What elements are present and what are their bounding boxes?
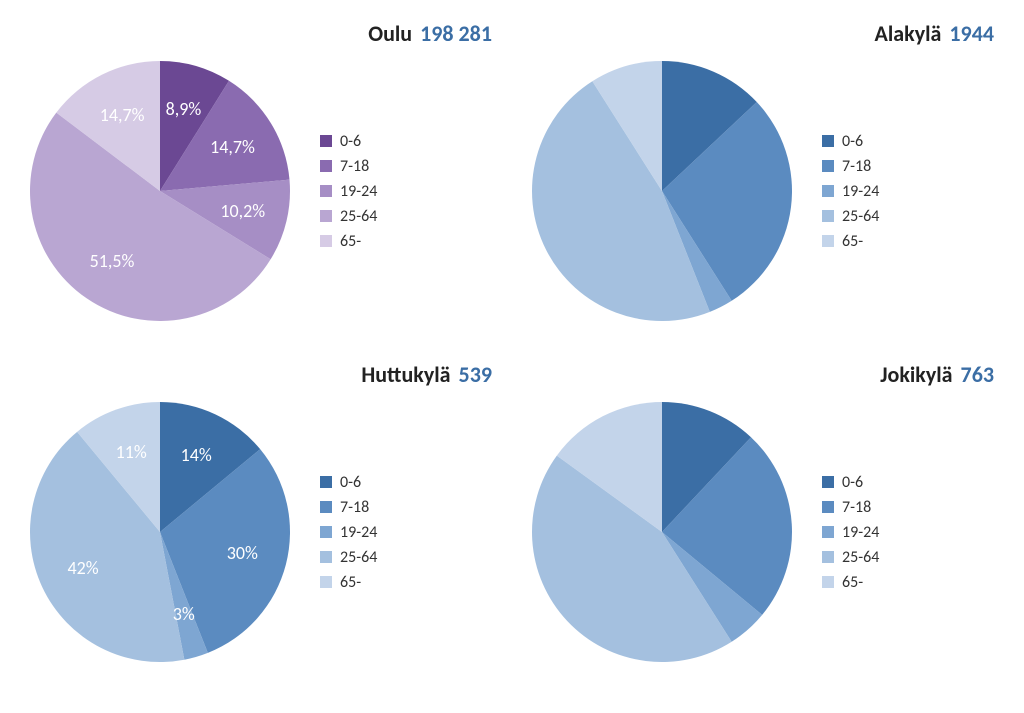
chart-title: Alakylä 1944 xyxy=(522,20,1004,47)
legend-item: 7-18 xyxy=(320,157,377,176)
legend-swatch xyxy=(320,210,332,222)
legend-label: 7-18 xyxy=(340,157,369,176)
legend-swatch xyxy=(822,576,834,588)
legend-item: 7-18 xyxy=(822,157,879,176)
legend-label: 19-24 xyxy=(842,182,879,201)
chart-jokikylä: Jokikylä 763 0-6 7-18 19-24 25-64 65- xyxy=(522,361,1004,672)
legend-item: 65- xyxy=(320,573,377,592)
legend-label: 0-6 xyxy=(340,473,361,492)
legend-swatch xyxy=(822,135,834,147)
pie-chart: 8,9%14,7%10,2%51,5%14,7% xyxy=(20,51,300,331)
legend-label: 0-6 xyxy=(340,132,361,151)
legend-label: 7-18 xyxy=(842,498,871,517)
legend-swatch xyxy=(320,235,332,247)
legend-swatch xyxy=(822,185,834,197)
legend-label: 0-6 xyxy=(842,473,863,492)
legend-item: 19-24 xyxy=(320,523,377,542)
pie-chart xyxy=(522,392,802,672)
chart-oulu: Oulu 198 281 8,9%14,7%10,2%51,5%14,7% 0-6 7-… xyxy=(20,20,502,331)
legend-swatch xyxy=(822,501,834,513)
chart-title-name: Alakylä xyxy=(875,20,942,47)
legend-label: 65- xyxy=(340,232,361,251)
legend-swatch xyxy=(320,526,332,538)
legend-swatch xyxy=(822,210,834,222)
legend-swatch xyxy=(320,185,332,197)
chart-title-name: Oulu xyxy=(368,20,412,47)
legend-swatch xyxy=(320,160,332,172)
legend-swatch xyxy=(822,235,834,247)
legend-label: 19-24 xyxy=(340,182,377,201)
legend-item: 0-6 xyxy=(822,473,879,492)
chart-title-number: 539 xyxy=(459,361,492,388)
legend-item: 19-24 xyxy=(822,523,879,542)
legend-label: 65- xyxy=(842,573,863,592)
legend-swatch xyxy=(822,476,834,488)
legend: 0-6 7-18 19-24 25-64 65- xyxy=(822,467,879,598)
legend-swatch xyxy=(822,160,834,172)
chart-title-number: 1944 xyxy=(949,20,994,47)
legend-item: 19-24 xyxy=(320,182,377,201)
legend-item: 25-64 xyxy=(320,207,377,226)
chart-title-name: Jokikylä xyxy=(880,361,952,388)
legend-item: 65- xyxy=(320,232,377,251)
chart-title-number: 198 281 xyxy=(420,20,492,47)
legend-item: 0-6 xyxy=(320,132,377,151)
legend-label: 65- xyxy=(340,573,361,592)
legend-swatch xyxy=(320,501,332,513)
legend: 0-6 7-18 19-24 25-64 65- xyxy=(320,126,377,257)
legend-swatch xyxy=(320,135,332,147)
legend-item: 65- xyxy=(822,232,879,251)
legend-item: 19-24 xyxy=(822,182,879,201)
legend-item: 0-6 xyxy=(822,132,879,151)
legend-label: 25-64 xyxy=(842,207,879,226)
chart-title-number: 763 xyxy=(961,361,994,388)
legend-label: 0-6 xyxy=(842,132,863,151)
legend-label: 25-64 xyxy=(842,548,879,567)
legend: 0-6 7-18 19-24 25-64 65- xyxy=(822,126,879,257)
legend-label: 7-18 xyxy=(340,498,369,517)
legend-label: 65- xyxy=(842,232,863,251)
chart-body: 0-6 7-18 19-24 25-64 65- xyxy=(522,51,1004,331)
pie-chart xyxy=(522,51,802,331)
legend-item: 25-64 xyxy=(822,207,879,226)
chart-title-name: Huttukylä xyxy=(361,361,450,388)
legend-label: 25-64 xyxy=(340,548,377,567)
legend-item: 25-64 xyxy=(320,548,377,567)
chart-body: 14%30%3%42%11% 0-6 7-18 19-24 25-64 65- xyxy=(20,392,502,672)
legend-label: 19-24 xyxy=(842,523,879,542)
legend-label: 25-64 xyxy=(340,207,377,226)
pie-chart: 14%30%3%42%11% xyxy=(20,392,300,672)
legend-item: 0-6 xyxy=(320,473,377,492)
chart-title: Jokikylä 763 xyxy=(522,361,1004,388)
legend-swatch xyxy=(822,551,834,563)
chart-alakylä: Alakylä 1944 0-6 7-18 19-24 25-64 65- xyxy=(522,20,1004,331)
legend-item: 65- xyxy=(822,573,879,592)
legend-item: 7-18 xyxy=(822,498,879,517)
chart-body: 0-6 7-18 19-24 25-64 65- xyxy=(522,392,1004,672)
chart-title: Huttukylä 539 xyxy=(20,361,502,388)
legend-swatch xyxy=(320,476,332,488)
legend-label: 19-24 xyxy=(340,523,377,542)
legend-item: 7-18 xyxy=(320,498,377,517)
chart-title: Oulu 198 281 xyxy=(20,20,502,47)
legend-swatch xyxy=(320,551,332,563)
legend: 0-6 7-18 19-24 25-64 65- xyxy=(320,467,377,598)
chart-body: 8,9%14,7%10,2%51,5%14,7% 0-6 7-18 19-24 25-6… xyxy=(20,51,502,331)
legend-label: 7-18 xyxy=(842,157,871,176)
legend-swatch xyxy=(822,526,834,538)
chart-huttukylä: Huttukylä 539 14%30%3%42%11% 0-6 7-18 19-24 25… xyxy=(20,361,502,672)
legend-swatch xyxy=(320,576,332,588)
legend-item: 25-64 xyxy=(822,548,879,567)
